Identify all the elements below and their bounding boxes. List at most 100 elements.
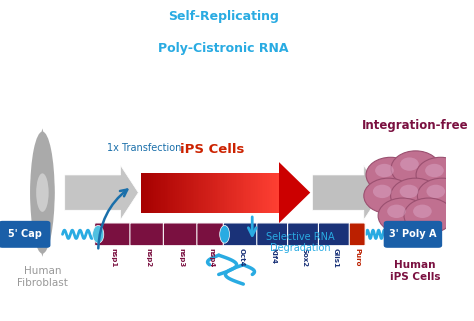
Text: Poly-Cistronic RNA: Poly-Cistronic RNA (158, 42, 289, 55)
Text: Klf4: Klf4 (271, 248, 276, 264)
Bar (203, 173, 205, 213)
Bar (272, 173, 274, 213)
Bar (181, 173, 182, 213)
Circle shape (416, 157, 465, 193)
Bar (198, 173, 200, 213)
Bar (264, 173, 265, 213)
Bar (241, 173, 243, 213)
Text: Human
iPS Cells: Human iPS Cells (390, 260, 440, 282)
Circle shape (387, 204, 406, 218)
Bar (210, 173, 211, 213)
Circle shape (378, 198, 427, 233)
Bar (267, 173, 269, 213)
Bar (255, 173, 256, 213)
Text: 3' Poly A: 3' Poly A (389, 229, 437, 239)
Bar (250, 173, 251, 213)
FancyBboxPatch shape (319, 223, 352, 246)
Circle shape (400, 185, 419, 198)
Bar (186, 173, 187, 213)
Bar (160, 173, 161, 213)
Bar (142, 173, 144, 213)
Bar (234, 173, 236, 213)
Text: Glis1: Glis1 (332, 248, 338, 268)
Bar (270, 173, 272, 213)
Circle shape (391, 151, 440, 186)
Bar (146, 173, 147, 213)
Bar (158, 173, 160, 213)
Bar (217, 173, 219, 213)
Bar (179, 173, 181, 213)
Bar (206, 173, 208, 213)
Bar (208, 173, 210, 213)
Bar (187, 173, 189, 213)
Bar (253, 173, 255, 213)
Bar (227, 173, 229, 213)
Circle shape (391, 178, 440, 213)
Bar (269, 173, 270, 213)
Circle shape (427, 185, 445, 198)
Circle shape (413, 204, 432, 218)
Bar (245, 173, 246, 213)
Bar (220, 173, 222, 213)
Circle shape (425, 164, 444, 177)
Bar (155, 173, 156, 213)
Bar (265, 173, 267, 213)
FancyBboxPatch shape (130, 223, 166, 246)
Text: nsp4: nsp4 (209, 248, 214, 267)
FancyBboxPatch shape (288, 223, 321, 246)
Bar (184, 173, 186, 213)
Ellipse shape (36, 173, 49, 212)
Text: 1x Transfection: 1x Transfection (107, 143, 182, 153)
Bar (200, 173, 201, 213)
Bar (196, 173, 198, 213)
Bar (201, 173, 203, 213)
Polygon shape (65, 165, 138, 220)
Bar (177, 173, 179, 213)
Bar (153, 173, 155, 213)
Bar (168, 173, 170, 213)
Text: Oct4: Oct4 (238, 248, 245, 267)
Ellipse shape (92, 225, 104, 243)
Bar (161, 173, 163, 213)
Bar (172, 173, 173, 213)
Text: Integration-free: Integration-free (362, 119, 468, 132)
Text: Sox2: Sox2 (301, 248, 307, 267)
Circle shape (364, 178, 413, 213)
FancyBboxPatch shape (257, 223, 290, 246)
Bar (277, 173, 279, 213)
Bar (229, 173, 230, 213)
Text: nsp3: nsp3 (178, 248, 184, 267)
Bar (213, 173, 215, 213)
Bar (192, 173, 194, 213)
Bar (262, 173, 264, 213)
Bar (191, 173, 192, 213)
Bar (166, 173, 168, 213)
Ellipse shape (220, 225, 229, 243)
FancyBboxPatch shape (383, 221, 442, 248)
Circle shape (400, 157, 419, 171)
FancyBboxPatch shape (223, 223, 259, 246)
Bar (251, 173, 253, 213)
Bar (225, 173, 227, 213)
Circle shape (404, 198, 453, 233)
Bar (149, 173, 151, 213)
Bar (211, 173, 213, 213)
Bar (219, 173, 220, 213)
FancyBboxPatch shape (95, 223, 133, 246)
Polygon shape (30, 128, 55, 257)
Bar (243, 173, 245, 213)
Bar (182, 173, 184, 213)
Bar (260, 173, 262, 213)
Bar (236, 173, 237, 213)
FancyBboxPatch shape (197, 223, 226, 246)
Bar (224, 173, 225, 213)
Bar (151, 173, 153, 213)
Bar (175, 173, 177, 213)
FancyBboxPatch shape (349, 223, 365, 246)
Bar (141, 173, 142, 213)
Text: Self-Replicating: Self-Replicating (168, 10, 279, 22)
Bar (230, 173, 232, 213)
Text: iPS Cells: iPS Cells (180, 143, 244, 156)
Bar (173, 173, 175, 213)
Bar (275, 173, 277, 213)
